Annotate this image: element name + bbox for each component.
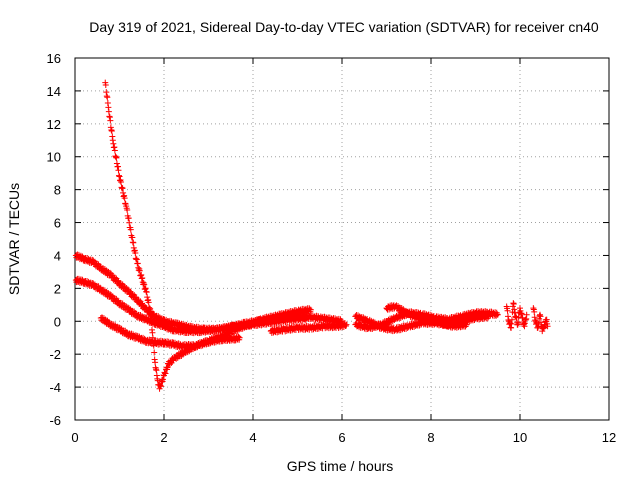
data-point-marker xyxy=(236,334,243,341)
data-point-marker xyxy=(108,128,115,135)
x-tick-label: 8 xyxy=(427,430,434,445)
data-point-marker xyxy=(103,89,110,96)
y-axis-label: SDTVAR / TECUs xyxy=(6,183,22,295)
data-point-marker xyxy=(143,289,150,296)
data-point-marker xyxy=(125,215,132,222)
data-point-marker xyxy=(113,154,120,161)
data-point-marker xyxy=(152,359,159,366)
series-arc-mid xyxy=(267,319,350,336)
data-point-marker xyxy=(120,189,127,196)
y-tick-label: 2 xyxy=(54,281,61,296)
data-point-marker xyxy=(485,313,492,320)
data-point-marker xyxy=(111,147,118,154)
data-point-marker xyxy=(111,144,118,151)
data-point-marker xyxy=(303,314,310,321)
data-point-marker xyxy=(115,167,122,174)
y-tick-label: 12 xyxy=(47,117,61,132)
x-tick-labels: 0 2 4 6 8 10 12 xyxy=(71,430,616,445)
data-point-marker xyxy=(307,306,314,313)
data-markers xyxy=(72,79,551,392)
data-point-marker xyxy=(124,207,131,214)
data-point-marker xyxy=(117,177,124,184)
data-point-marker xyxy=(118,178,125,185)
data-point-marker xyxy=(508,316,515,323)
y-tick-label: -2 xyxy=(49,347,61,362)
axis-ticks xyxy=(74,57,610,421)
y-tick-label: 6 xyxy=(54,216,61,231)
x-tick-label: 12 xyxy=(602,430,616,445)
data-point-marker xyxy=(151,349,158,356)
data-point-marker xyxy=(129,234,136,241)
data-point-marker xyxy=(114,163,121,170)
data-point-marker xyxy=(132,250,139,257)
series-arc-low xyxy=(97,305,314,351)
data-point-marker xyxy=(109,137,116,144)
series-arc-late-c xyxy=(383,302,470,331)
y-tick-label: 10 xyxy=(47,150,61,165)
data-point-marker xyxy=(544,323,551,330)
data-point-marker xyxy=(504,307,511,314)
x-tick-label: 10 xyxy=(513,430,527,445)
data-point-marker xyxy=(537,313,544,320)
data-point-marker xyxy=(110,140,117,147)
data-point-marker xyxy=(126,219,133,226)
data-point-marker xyxy=(116,173,123,180)
x-tick-label: 4 xyxy=(249,430,256,445)
data-point-marker xyxy=(104,94,111,101)
data-point-marker xyxy=(342,322,349,329)
data-point-marker xyxy=(112,153,119,160)
y-tick-label: 16 xyxy=(47,51,61,66)
chart-title: Day 319 of 2021, Sidereal Day-to-day VTE… xyxy=(89,19,599,35)
data-point-marker xyxy=(145,299,152,306)
data-point-marker xyxy=(104,100,111,107)
y-tick-label: 4 xyxy=(54,248,61,263)
data-point-marker xyxy=(122,200,129,207)
series-cluster-10-5 xyxy=(530,305,551,335)
x-tick-label: 0 xyxy=(71,430,78,445)
x-tick-label: 2 xyxy=(160,430,167,445)
data-point-marker xyxy=(127,226,134,233)
data-point-marker xyxy=(107,117,114,124)
data-point-marker xyxy=(531,308,538,315)
data-point-marker xyxy=(102,81,109,88)
data-point-marker xyxy=(494,311,501,318)
grid-lines xyxy=(75,58,609,420)
data-point-marker xyxy=(523,311,530,318)
x-axis-label: GPS time / hours xyxy=(287,458,394,474)
data-point-marker xyxy=(121,195,128,202)
series-cluster-10 xyxy=(503,300,530,331)
data-point-marker xyxy=(515,320,522,327)
data-point-marker xyxy=(118,184,125,191)
data-point-marker xyxy=(103,93,110,100)
y-tick-label: -6 xyxy=(49,413,61,428)
data-point-marker xyxy=(510,301,517,308)
data-point-marker xyxy=(463,321,470,328)
y-tick-label: 0 xyxy=(54,314,61,329)
data-point-marker xyxy=(119,185,126,192)
data-point-marker xyxy=(113,160,120,167)
data-point-marker xyxy=(343,321,350,328)
y-tick-labels: -6 -4 -2 0 2 4 6 8 10 12 14 16 xyxy=(47,51,61,428)
y-tick-label: 8 xyxy=(54,183,61,198)
y-tick-label: 14 xyxy=(47,84,61,99)
data-point-marker xyxy=(115,172,122,179)
y-tick-label: -4 xyxy=(49,380,61,395)
data-point-marker xyxy=(130,239,137,246)
data-point-marker xyxy=(153,367,160,374)
x-tick-label: 6 xyxy=(338,430,345,445)
